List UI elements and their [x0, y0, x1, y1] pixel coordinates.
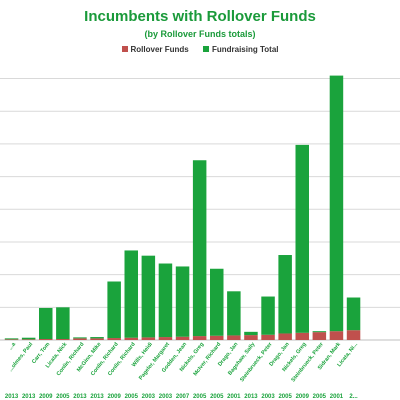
- bar-rollover: [346, 330, 361, 340]
- bar-fundraising: [90, 337, 104, 339]
- bar-fundraising: [21, 337, 36, 340]
- legend: Rollover Funds Fundraising Total: [0, 45, 400, 54]
- bar-fundraising: [346, 297, 361, 331]
- bar-rollover: [227, 335, 241, 340]
- bar-rollover: [192, 336, 207, 340]
- year-tick-label: 2009: [296, 394, 310, 400]
- year-tick-label: 2...: [349, 394, 358, 400]
- chart-title: Incumbents with Rollover Funds: [84, 8, 316, 25]
- year-tick-label: 2003: [142, 394, 156, 400]
- bar-fundraising: [56, 307, 70, 340]
- year-tick-label: 2013: [73, 394, 87, 400]
- bar-rollover: [158, 337, 173, 340]
- bar-fundraising: [295, 144, 309, 333]
- bar-rollover: [107, 338, 121, 340]
- year-tick-label: 2003: [159, 394, 173, 400]
- bar-fundraising: [261, 296, 275, 335]
- year-tick-label: 2001: [330, 394, 344, 400]
- year-tick-label: 2005: [193, 394, 207, 400]
- year-tick-label: 2005: [56, 394, 70, 400]
- bar-fundraising: [107, 281, 121, 339]
- year-tick-label: 2013: [5, 394, 19, 400]
- year-tick-label: 2009: [39, 394, 53, 400]
- category-tick-label: ...a: [8, 341, 18, 351]
- year-tick-label: 2005: [125, 394, 139, 400]
- year-tick-label: 2013: [22, 394, 36, 400]
- bar-fundraising: [158, 263, 173, 338]
- year-tick-label: 2005: [278, 394, 292, 400]
- year-tick-label: 2003: [261, 394, 275, 400]
- legend-swatch-fundraising: [202, 46, 209, 52]
- bar-rollover: [175, 336, 190, 340]
- bar-rollover: [278, 333, 292, 340]
- bar-rollover: [21, 339, 36, 340]
- chart-subtitle: (by Rollover Funds totals): [144, 29, 256, 39]
- bar-rollover: [210, 335, 224, 340]
- bar-fundraising: [210, 268, 224, 336]
- bar-rollover: [329, 331, 344, 340]
- bar-rollover: [56, 339, 70, 340]
- bar-rollover: [39, 339, 53, 340]
- year-tick-label: 2005: [313, 394, 327, 400]
- legend-item-rollover: Rollover Funds: [121, 45, 189, 54]
- bar-fundraising: [124, 250, 138, 338]
- bar-rollover: [4, 339, 19, 340]
- bar-fundraising: [312, 331, 327, 333]
- bar-fundraising: [39, 307, 53, 340]
- bar-rollover: [90, 338, 104, 340]
- year-tick-label: 2005: [210, 394, 224, 400]
- year-tick-label: 2009: [107, 394, 121, 400]
- category-tick-label: Pageler, Margaret: [138, 341, 171, 381]
- year-tick-label: 2013: [90, 394, 104, 400]
- bar-rollover: [141, 337, 156, 340]
- bar-fundraising: [141, 255, 156, 338]
- bar-fundraising: [329, 75, 344, 332]
- bar-rollover: [244, 335, 258, 340]
- bar-fundraising: [244, 331, 258, 336]
- legend-item-fundraising: Fundraising Total: [202, 45, 279, 54]
- legend-label-fundraising: Fundraising Total: [211, 45, 279, 54]
- year-tick-label: 2013: [244, 394, 258, 400]
- legend-label-rollover: Rollover Funds: [130, 45, 189, 54]
- bar-rollover: [73, 338, 87, 340]
- bar-fundraising: [227, 291, 241, 336]
- bar-rollover: [124, 337, 138, 340]
- bar-fundraising: [73, 337, 87, 339]
- bar-fundraising: [192, 160, 207, 337]
- legend-swatch-rollover: [121, 46, 128, 52]
- year-tick-label: 2007: [176, 394, 190, 400]
- bar-fundraising: [278, 255, 292, 334]
- bar-rollover: [261, 334, 275, 340]
- bar-rollover: [295, 332, 309, 340]
- year-tick-label: 2001: [227, 394, 241, 400]
- bar-fundraising: [4, 338, 19, 340]
- bar-rollover: [312, 332, 327, 340]
- bar-fundraising: [175, 266, 190, 337]
